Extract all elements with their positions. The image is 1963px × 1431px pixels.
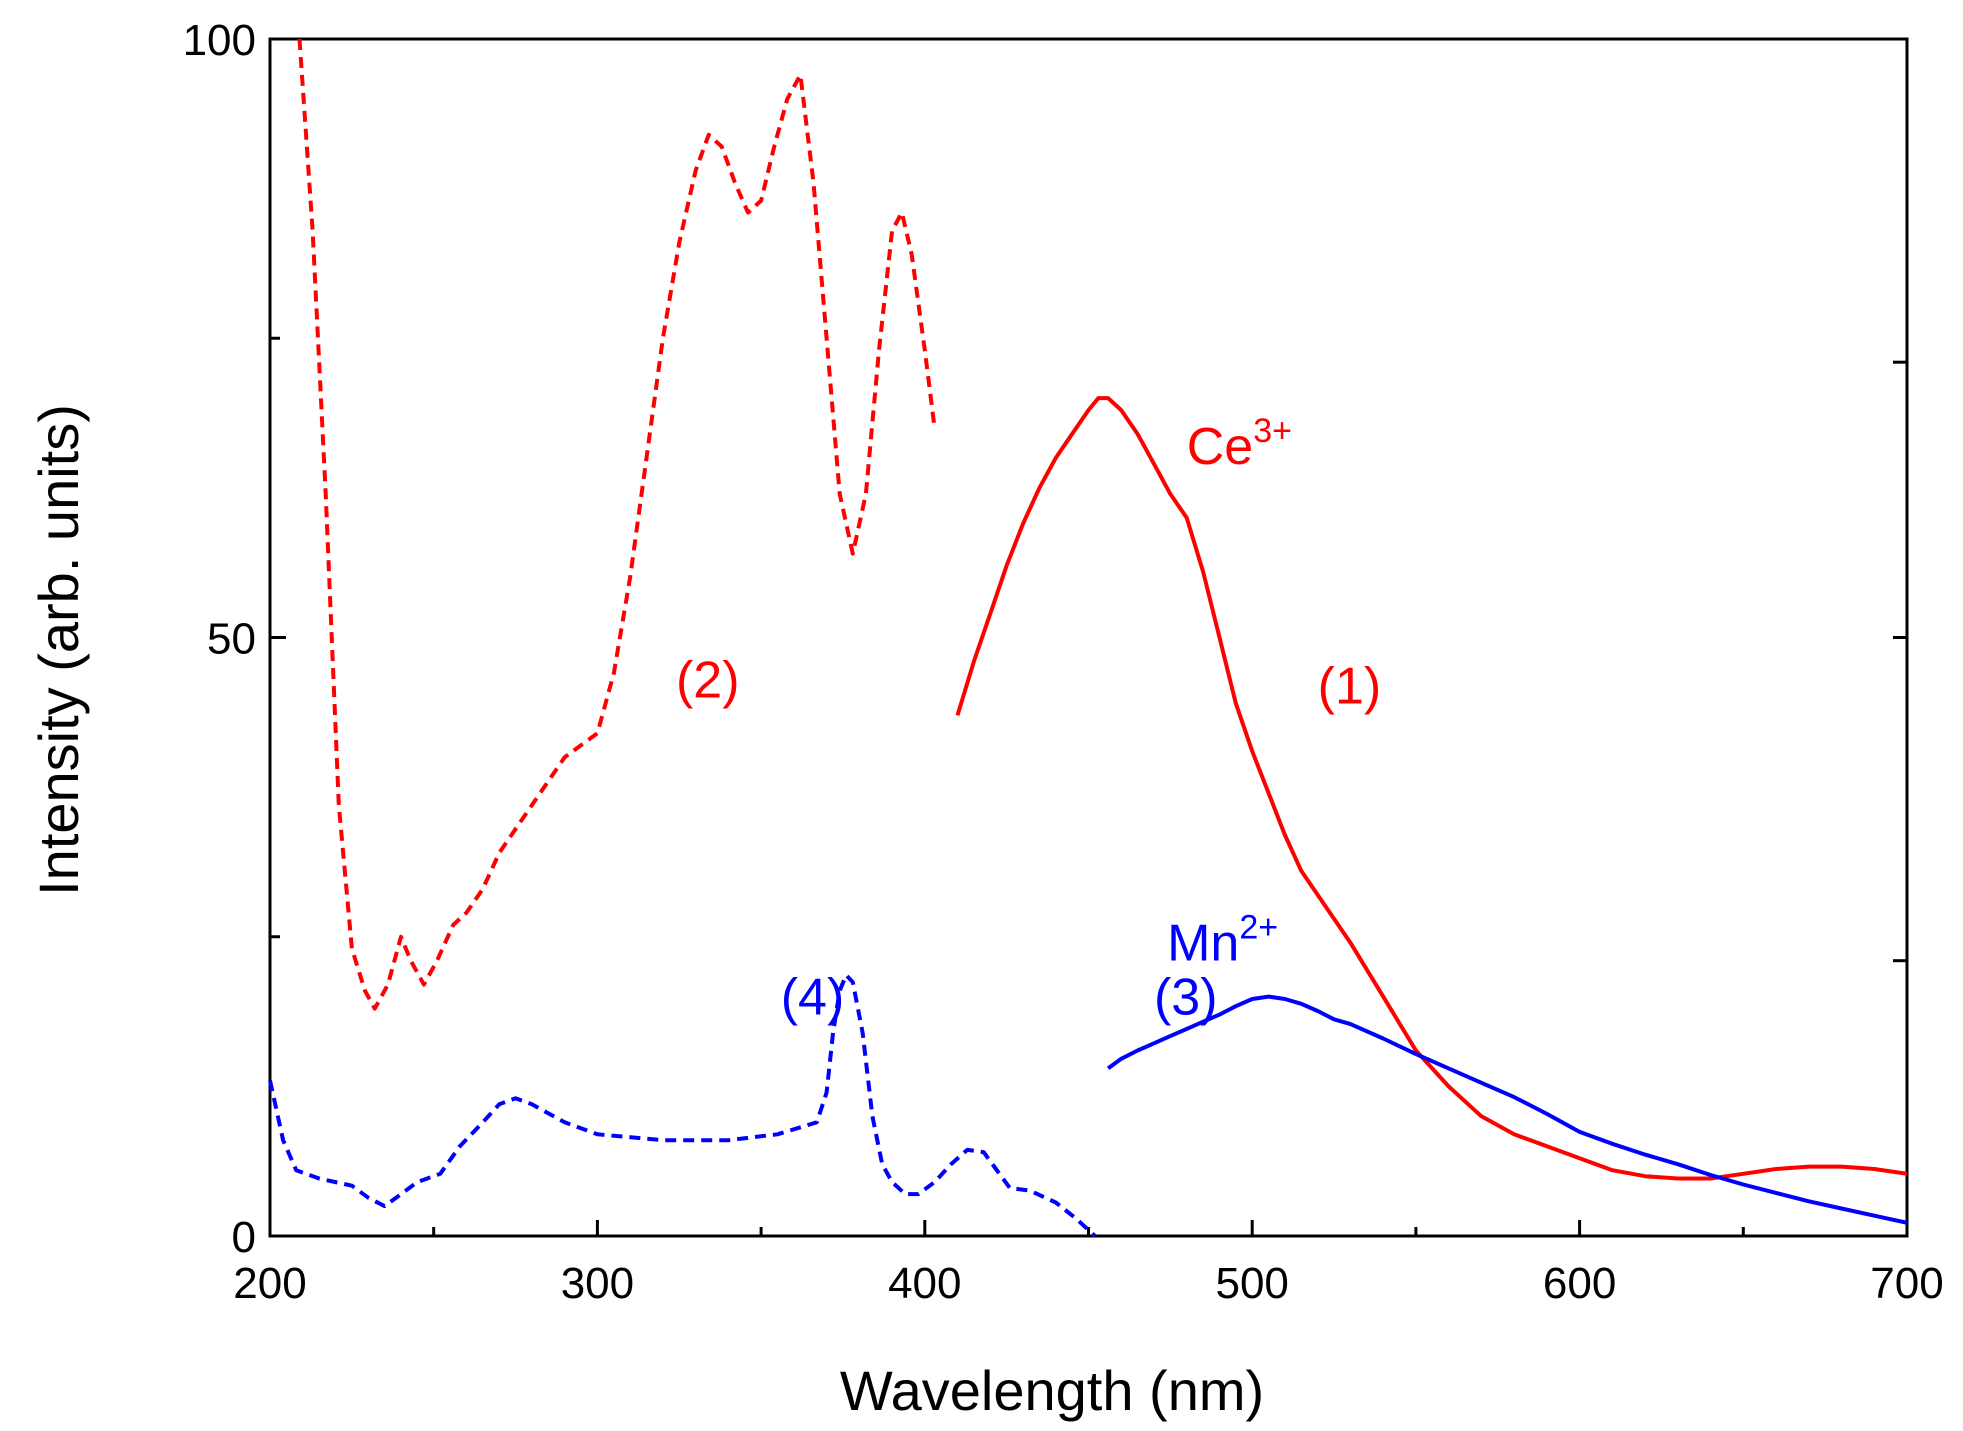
series-layer (268, 38, 1908, 1238)
annotation-text: (2) (676, 651, 740, 709)
annotation-text: (1) (1318, 657, 1382, 715)
labels: Wavelength (nm) Intensity (arb. units) (… (27, 404, 1381, 1422)
curve-label: (4) (781, 969, 845, 1027)
x-tick-label: 600 (1543, 1259, 1616, 1308)
axes: 200 300 400 500 600 700 0 50 100 (183, 16, 1944, 1308)
x-tick-label: 400 (888, 1259, 961, 1308)
ion-label: Ce3+ (1187, 412, 1292, 476)
x-tick-label: 200 (233, 1259, 306, 1308)
ion-label: Mn2+ (1167, 909, 1278, 973)
y-tick-label: 100 (183, 16, 256, 65)
curve-label: (3) (1154, 969, 1218, 1027)
annotation-text: (4) (781, 969, 845, 1027)
y-axis-title: Intensity (arb. units) (27, 404, 90, 896)
annotation-superscript: 3+ (1253, 412, 1292, 450)
annotation-text: (3) (1154, 969, 1218, 1027)
curve-label: (2) (676, 651, 740, 709)
x-tick-label: 700 (1870, 1259, 1943, 1308)
series-line-2 (297, 38, 937, 1011)
annotation-text: Ce (1187, 418, 1253, 476)
series-line-1 (955, 396, 1908, 1181)
annotation-superscript: 2+ (1239, 909, 1278, 947)
series-line-4 (268, 973, 1097, 1238)
plot-frame (268, 37, 1909, 1238)
x-tick-label: 300 (561, 1259, 634, 1308)
series-line-3 (1106, 994, 1908, 1225)
x-axis-title: Wavelength (nm) (840, 1359, 1264, 1422)
curve-label: (1) (1318, 657, 1382, 715)
x-tick-label: 500 (1215, 1259, 1288, 1308)
y-tick-label: 0 (232, 1213, 256, 1262)
annotation-text: Mn (1167, 915, 1239, 973)
y-tick-label: 50 (207, 615, 256, 664)
